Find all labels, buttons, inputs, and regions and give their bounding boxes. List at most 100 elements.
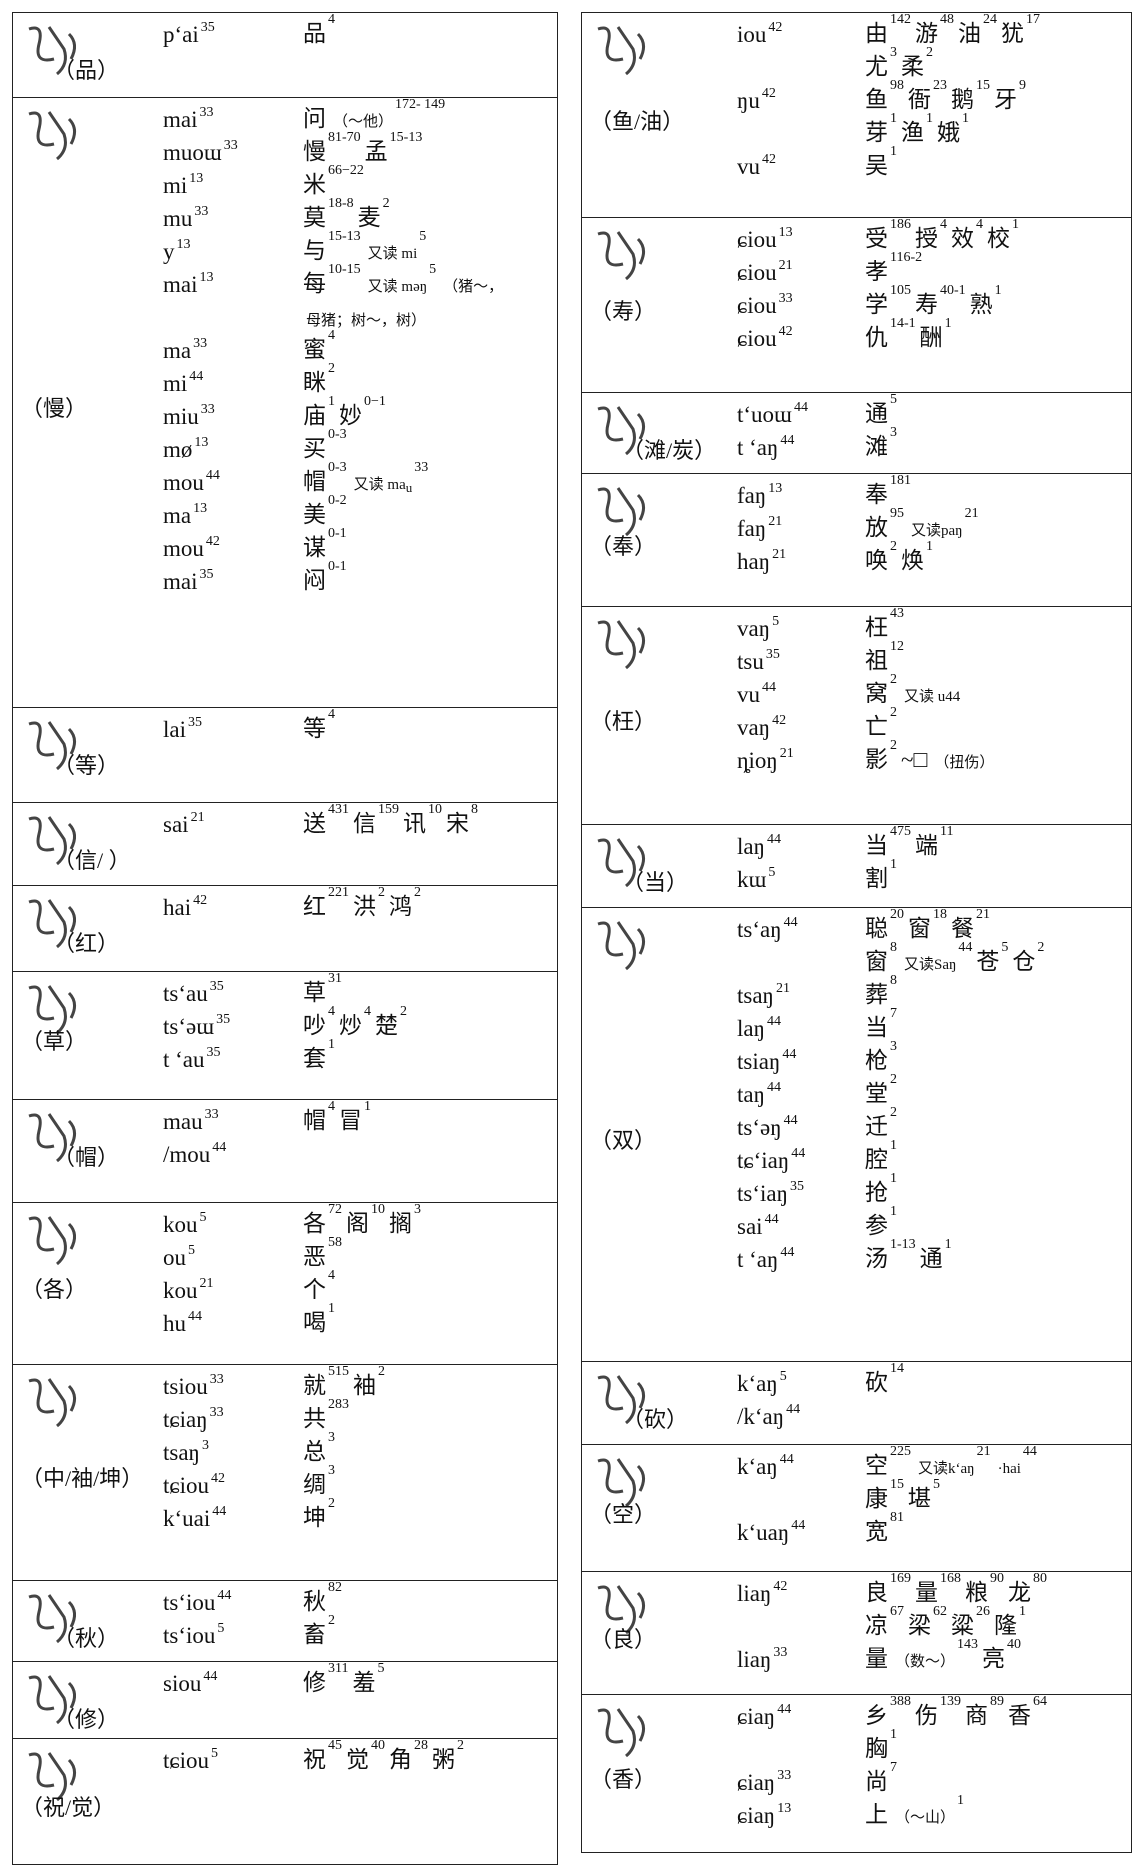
token: 各72 xyxy=(303,1203,342,1236)
superscript: 1 xyxy=(890,111,897,126)
glyph-stroke xyxy=(28,1675,76,1725)
text: 犹 xyxy=(1001,21,1024,46)
text: 炒 xyxy=(339,1013,362,1038)
row: muoɯ 33 慢81-70孟15-13 xyxy=(163,130,507,166)
superscript: 5 xyxy=(768,865,776,880)
token: 冒1 xyxy=(339,1100,371,1133)
token: ɕiou 21 xyxy=(737,258,793,285)
gloss: （奉） xyxy=(590,533,657,559)
superscript: 21 xyxy=(779,746,794,761)
characters: 唤2焕1 xyxy=(865,539,937,575)
superscript: 95 xyxy=(890,506,904,521)
reading: k‘uai 44 xyxy=(163,1504,303,1532)
token: 通1 xyxy=(920,1237,952,1271)
token: kɯ 5 xyxy=(737,865,776,892)
superscript: 2 xyxy=(328,1496,335,1511)
token: 母猪；树～，树） xyxy=(303,305,426,330)
text: sai xyxy=(737,1214,763,1239)
superscript: 42 xyxy=(768,20,783,35)
text: 宋 xyxy=(446,811,469,836)
row: siou 44 修311羞5 xyxy=(163,1662,388,1697)
token: miu 33 xyxy=(163,402,215,429)
token: 由142 xyxy=(865,13,911,46)
text: 红 xyxy=(303,894,326,919)
superscript: 172- 149 xyxy=(395,98,446,112)
gloss: （砍） xyxy=(622,1407,689,1432)
characters: 尤3柔2 xyxy=(865,45,937,81)
superscript: 1 xyxy=(994,283,1002,298)
superscript: 17 xyxy=(1026,12,1040,27)
row: tsaŋ 3 总3 xyxy=(163,1430,389,1466)
row: mai 35 闷0-1 xyxy=(163,559,507,595)
token: 等4 xyxy=(303,708,335,741)
rows: tsiou 33 就515袖2 tɕiaŋ 33 共283 tsaŋ 3 总3 tɕiou 42 绸3… xyxy=(163,1365,389,1532)
token: 胸1 xyxy=(865,1727,897,1761)
text: 草 xyxy=(303,980,326,1005)
entry-box: （修） siou 44 修311羞5 xyxy=(12,1662,558,1739)
token: 窗8 xyxy=(865,940,897,974)
token: 焕1 xyxy=(901,539,933,573)
superscript: 35 xyxy=(209,979,224,994)
superscript: 3 xyxy=(414,1203,421,1217)
token: 餐21 xyxy=(951,908,990,941)
reading: tɕiaŋ 33 xyxy=(163,1405,303,1433)
reading: siou 44 xyxy=(163,1669,303,1697)
row: ɕiaŋ 13 上（～山）1 xyxy=(737,1793,1051,1829)
superscript: 105 xyxy=(890,283,911,298)
superscript: 26 xyxy=(976,1604,990,1619)
reading: t ‘aŋ 44 xyxy=(737,433,865,461)
row: ts‘əŋ 44 迁2 xyxy=(737,1105,1048,1141)
row: laŋ 44 当475端11 xyxy=(737,825,957,860)
gloss: （当） xyxy=(622,870,689,895)
rows: p‘ai 35 品4 xyxy=(163,13,339,48)
superscript: 5 xyxy=(377,1662,385,1676)
token: ŋu 42 xyxy=(737,86,776,113)
text: 由 xyxy=(865,21,888,46)
token: tsiou 33 xyxy=(163,1372,224,1399)
token: mi 13 xyxy=(163,171,203,198)
entry-box: （各） kou 5 各72阁10搁3 ou 5 恶58 kou 21 个4 hu 44 喝1 xyxy=(12,1203,558,1365)
superscript: 2 xyxy=(890,738,897,753)
text: 唤 xyxy=(865,548,888,573)
rows: ts‘aŋ 44 聪20窗18餐21 窗8又读Saŋ44苍5仓2 tsaŋ 21 葬8 laŋ… xyxy=(737,908,1048,1273)
superscript: 62 xyxy=(933,1604,947,1619)
text: iou xyxy=(737,22,767,47)
reading: ŋu 42 xyxy=(737,86,865,114)
superscript: 21 xyxy=(976,1445,991,1459)
glyph xyxy=(28,816,76,866)
entry-box: （帽） mau 33 帽4冒1/mou 44 xyxy=(12,1100,558,1203)
token: 角28 xyxy=(389,1739,428,1772)
token: ts‘əŋ 44 xyxy=(737,1113,798,1140)
characters: 乡388伤139商89香64 xyxy=(865,1695,1051,1730)
glyph xyxy=(28,111,76,161)
superscript: 15 xyxy=(976,78,990,93)
text: 慢 xyxy=(303,139,326,164)
rows: mai 33 问（～他）172- 149 muoɯ 33 慢81-70孟15-13 mi 13… xyxy=(163,98,507,595)
text: 参 xyxy=(865,1213,888,1238)
superscript: 44 xyxy=(203,1669,218,1684)
text: 窗 xyxy=(908,916,931,941)
row: hai 42 红221洪2鸿2 xyxy=(163,886,425,921)
row: ɕiou 13 受186授4效4校1 xyxy=(737,218,1023,253)
rows: k‘aŋ 44 空225又读k‘aŋ21·hai44 康15堪5 k‘uaŋ 44 宽81 xyxy=(737,1445,1041,1546)
superscript: 44 xyxy=(212,1504,227,1519)
superscript: 4 xyxy=(328,708,335,722)
token: 娥1 xyxy=(937,111,969,145)
token: liaŋ 33 xyxy=(737,1645,787,1672)
token: 尚7 xyxy=(865,1760,897,1794)
text: ma xyxy=(163,338,192,363)
text: p‘ai xyxy=(163,22,199,47)
token: 炒4 xyxy=(339,1004,371,1038)
characters: 各72阁10搁3 xyxy=(303,1203,425,1238)
row: kou 21 个4 xyxy=(163,1268,425,1304)
note: 母猪；树～，树） xyxy=(306,313,427,329)
token: 恶58 xyxy=(303,1235,342,1269)
superscript: 1 xyxy=(890,857,897,872)
text: 每 xyxy=(303,271,326,296)
superscript: 139 xyxy=(940,1695,961,1709)
text: muoɯ xyxy=(163,140,222,165)
text: 空 xyxy=(865,1453,888,1478)
token: tɕ‘iaŋ 44 xyxy=(737,1146,805,1173)
text: 葬 xyxy=(865,982,888,1007)
